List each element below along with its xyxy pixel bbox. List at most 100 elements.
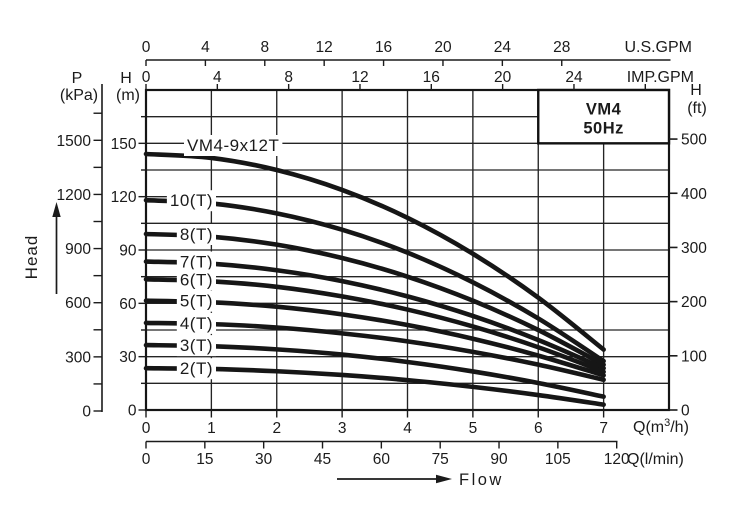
- tick-label: 90: [490, 451, 508, 468]
- curve-label-3t: 3(T): [176, 335, 216, 357]
- curve-label-7t: 7(T): [176, 251, 216, 273]
- imp-gpm-unit-label: IMP.GPM: [627, 69, 694, 86]
- tick-label: 4: [201, 39, 210, 56]
- tick-label: 0: [681, 403, 690, 420]
- tick-label: 60: [119, 296, 137, 313]
- curve-6t: [143, 277, 606, 375]
- flow-m3h-unit-label: Q(m3/h): [633, 417, 689, 436]
- tick-label: 15: [196, 451, 213, 468]
- curve-label-4t: 4(T): [176, 312, 216, 334]
- imp-gpm-axis: 0 4 8 12 16 20 24 IMP.GPM: [142, 69, 694, 90]
- curve-label-8t: 8(T): [176, 224, 216, 245]
- us-gpm-axis: 0 4 8 12 16 20 24 28 U.S.GPM: [142, 39, 692, 66]
- flow-label: Flow: [459, 471, 504, 489]
- tick-label: 24: [494, 39, 512, 56]
- curve-label-text: 7(T): [180, 253, 213, 272]
- curve-label-10t: 10(T): [166, 190, 216, 212]
- tick-label: 150: [111, 136, 137, 153]
- tick-label: 12: [351, 69, 368, 86]
- tick-label: 100: [681, 348, 707, 365]
- tick-label: 0: [142, 69, 151, 86]
- model-box-frame: [537, 88, 671, 145]
- tick-label: 60: [373, 451, 391, 468]
- tick-label: 1: [207, 420, 216, 437]
- curve-8t: [143, 231, 606, 367]
- curve-label-bg: [176, 224, 216, 245]
- tick-label: 600: [65, 295, 91, 312]
- tick-label: 0: [142, 420, 151, 437]
- tick-label: 28: [553, 39, 570, 56]
- tick-label: 4: [403, 420, 412, 437]
- tick-label: 105: [545, 451, 571, 468]
- curve-label-6t: 6(T): [176, 269, 216, 291]
- curve-label-vm4-9x12t: VM4-9x12T: [184, 135, 283, 156]
- pressure-kpa-axis: 0 300 600 900 1200 1500 P(kPa): [57, 70, 103, 421]
- curve-label-text: VM4-9x12T: [187, 136, 279, 155]
- head-arrow-icon: [52, 202, 61, 217]
- curve-label-bg: [166, 190, 216, 212]
- curve-label-text: 10(T): [170, 191, 213, 210]
- pressure-axis-name: P: [72, 70, 83, 87]
- curve-vm4-9x12t: [143, 151, 606, 352]
- tick-label: 6: [534, 420, 543, 437]
- curve-3t: [143, 342, 606, 399]
- curve-label-5t: 5(T): [176, 290, 216, 312]
- curve-label-bg: [176, 290, 216, 312]
- tick-label: 5: [469, 420, 478, 437]
- curve-label-bg: [176, 269, 216, 291]
- pressure-axis-unit: (kPa): [60, 87, 98, 104]
- tick-label: 2: [272, 420, 281, 437]
- tick-label: 30: [255, 451, 273, 468]
- tick-label: 20: [494, 69, 512, 86]
- tick-label: 12: [316, 39, 333, 56]
- tick-label: 0: [142, 451, 151, 468]
- flow-arrow-icon: [436, 474, 452, 484]
- tick-label: 90: [119, 243, 137, 260]
- curve-label-text: 3(T): [180, 336, 213, 355]
- curve-5t: [143, 298, 606, 378]
- tick-label: 0: [128, 403, 137, 420]
- tick-label: 0: [82, 404, 91, 421]
- flow-lmin-unit-label: Q(l/min): [627, 451, 684, 468]
- tick-label: 400: [681, 186, 707, 203]
- curves: [143, 151, 606, 407]
- tick-label: 8: [284, 69, 293, 86]
- curve-2t: [143, 365, 606, 407]
- tick-label: 7: [599, 420, 608, 437]
- head-ft-axis-name: H: [690, 82, 702, 99]
- head-ft-axis: 0 100 200 300 400 500 H(ft): [669, 82, 707, 420]
- tick-label: 300: [65, 349, 91, 366]
- curve-label-2t: 2(T): [176, 358, 216, 380]
- curve-label-bg: [176, 312, 216, 334]
- tick-label: 900: [65, 241, 91, 258]
- tick-label: 120: [111, 189, 137, 206]
- tick-label: 8: [260, 39, 269, 56]
- curve-label-bg: [176, 358, 216, 380]
- curve-label-bg: [184, 135, 283, 156]
- tick-label: 3: [338, 420, 347, 437]
- head-m-axis: 0 30 60 90 120 150 H(m): [111, 70, 146, 420]
- curve-label-text: 2(T): [180, 359, 213, 378]
- head-annotation: Head: [22, 202, 61, 294]
- model-name: VM4: [586, 101, 622, 119]
- tick-label: 16: [375, 39, 392, 56]
- tick-label: 0: [142, 39, 151, 56]
- head-label: Head: [22, 235, 41, 280]
- tick-label: 20: [434, 39, 452, 56]
- head-m-axis-unit: (m): [116, 87, 140, 104]
- tick-label: 16: [423, 69, 440, 86]
- tick-label: 500: [681, 132, 707, 149]
- curve-label-text: 6(T): [180, 270, 213, 289]
- curve-label-text: 5(T): [180, 292, 213, 311]
- curve-label-text: 8(T): [180, 225, 213, 244]
- tick-label: 4: [213, 69, 222, 86]
- tick-label: 75: [432, 451, 449, 468]
- head-ft-axis-unit: (ft): [687, 100, 707, 117]
- tick-label: 45: [314, 451, 331, 468]
- tick-label: 1500: [57, 133, 92, 150]
- us-gpm-unit-label: U.S.GPM: [624, 39, 692, 56]
